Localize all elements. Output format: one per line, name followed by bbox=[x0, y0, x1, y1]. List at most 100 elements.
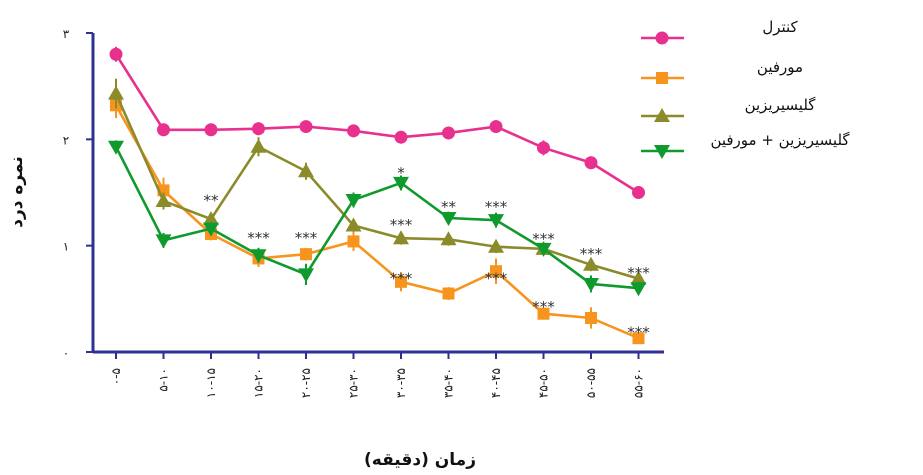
x-tick-label: ۰-۵ bbox=[109, 368, 123, 385]
y-tick-label: ۲ bbox=[63, 133, 69, 147]
series-line bbox=[114, 53, 640, 194]
data-point bbox=[299, 120, 313, 134]
y-tick-label: ۱ bbox=[63, 240, 69, 254]
x-tick-label: ۳۵-۴۰ bbox=[442, 368, 456, 398]
series-layer bbox=[108, 46, 647, 345]
significance-label: *** bbox=[390, 216, 413, 234]
data-point bbox=[630, 282, 647, 297]
data-point bbox=[537, 307, 550, 320]
data-point bbox=[298, 163, 314, 178]
series-line bbox=[114, 104, 640, 340]
legend: کنترل مورفین گلیسیریزین گلیسیریزین + مورفین bbox=[641, 18, 850, 159]
axes bbox=[91, 33, 664, 354]
data-point bbox=[250, 249, 267, 264]
legend-swatch-marker bbox=[654, 145, 670, 159]
significance-label: *** bbox=[485, 198, 508, 216]
significance-label: *** bbox=[295, 229, 318, 247]
legend-label: گلیسیریزین bbox=[745, 96, 817, 114]
legend-item: کنترل bbox=[641, 18, 799, 45]
significance-label: *** bbox=[627, 264, 650, 282]
data-point bbox=[584, 156, 598, 170]
x-tick-label: ۵۵-۶۰ bbox=[632, 368, 646, 398]
legend-label: مورفین bbox=[757, 58, 803, 76]
data-point bbox=[440, 212, 457, 227]
significance-label: *** bbox=[485, 269, 508, 287]
legend-swatch-marker bbox=[654, 108, 670, 122]
data-point bbox=[632, 186, 645, 199]
data-point bbox=[442, 126, 455, 140]
data-point bbox=[155, 234, 172, 249]
significance-label: *** bbox=[580, 245, 603, 263]
legend-label: گلیسیریزین + مورفین bbox=[710, 131, 850, 149]
data-point bbox=[250, 138, 267, 153]
data-point bbox=[155, 193, 172, 208]
data-point bbox=[393, 230, 409, 245]
data-point bbox=[393, 176, 409, 191]
significance-label: *** bbox=[247, 229, 270, 247]
y-ticks: ۰ ۱ ۲ ۳ bbox=[63, 27, 93, 360]
legend-item: گلیسیریزین bbox=[641, 96, 816, 122]
series-line bbox=[114, 93, 639, 280]
significance-label: *** bbox=[390, 269, 413, 287]
data-point bbox=[108, 140, 124, 155]
significance-annotations: *** ****** ******************** ********* bbox=[204, 164, 651, 342]
data-point bbox=[490, 265, 502, 278]
data-point bbox=[394, 130, 408, 144]
legend-label: کنترل bbox=[762, 18, 798, 36]
data-point bbox=[583, 256, 599, 271]
data-point bbox=[300, 248, 312, 261]
data-point bbox=[585, 311, 597, 324]
x-tick-label: ۵۰-۵۵ bbox=[584, 368, 598, 398]
significance-label: ** bbox=[204, 192, 220, 210]
x-tick-label: ۴۵-۵۰ bbox=[537, 368, 551, 398]
data-point bbox=[204, 123, 218, 137]
legend-swatch-marker bbox=[655, 31, 669, 45]
series-2 bbox=[108, 78, 647, 285]
data-point bbox=[347, 235, 360, 248]
data-point bbox=[298, 268, 314, 283]
series-3 bbox=[108, 140, 647, 297]
x-axis-title: زمان (دقیقه) bbox=[364, 450, 476, 470]
x-tick-label: ۳۰-۳۵ bbox=[394, 368, 408, 398]
data-point bbox=[108, 85, 124, 100]
data-point bbox=[537, 141, 550, 155]
x-tick-label: ۵-۱۰ bbox=[157, 368, 171, 392]
series-0 bbox=[109, 46, 645, 199]
data-point bbox=[347, 124, 360, 138]
x-tick-label: ۱۵-۲۰ bbox=[252, 368, 266, 398]
significance-label: ** bbox=[441, 198, 457, 216]
data-point bbox=[203, 222, 219, 237]
data-point bbox=[442, 287, 455, 300]
legend-swatch-marker bbox=[656, 72, 668, 84]
data-point bbox=[345, 193, 362, 208]
data-point bbox=[583, 277, 599, 292]
data-point bbox=[488, 238, 504, 253]
legend-item: گلیسیریزین + مورفین bbox=[641, 131, 850, 159]
data-point bbox=[395, 275, 407, 288]
legend-item: مورفین bbox=[641, 58, 803, 84]
y-tick-label: ۰ bbox=[63, 346, 69, 360]
series-line bbox=[114, 146, 639, 290]
y-axis-title: نمره درد bbox=[7, 156, 27, 228]
data-point bbox=[488, 214, 504, 229]
data-point bbox=[535, 242, 552, 257]
x-tick-label: ۲۰-۲۵ bbox=[299, 368, 313, 398]
y-tick-label: ۳ bbox=[63, 27, 70, 41]
data-point bbox=[109, 47, 123, 61]
data-point bbox=[489, 120, 503, 134]
data-point bbox=[345, 217, 362, 232]
data-point bbox=[252, 122, 265, 136]
significance-label: *** bbox=[532, 298, 555, 316]
x-tick-label: ۲۵-۳۰ bbox=[347, 368, 361, 398]
x-ticks: ۰-۵ ۵-۱۰ ۱۰-۱۵ ۱۵-۲۰ ۲۰-۲۵ ۲۵-۳۰ ۳۰-۳۵ ۳۵-۴۰ ۴۰-… bbox=[109, 352, 646, 398]
data-point bbox=[440, 231, 457, 246]
x-tick-label: ۱۰-۱۵ bbox=[204, 368, 218, 398]
data-point bbox=[157, 123, 170, 137]
data-point bbox=[203, 211, 219, 226]
data-point bbox=[630, 270, 647, 285]
significance-label: *** bbox=[532, 230, 555, 248]
x-tick-label: ۴۰-۴۵ bbox=[489, 368, 503, 398]
significance-label: * bbox=[397, 164, 405, 182]
data-point bbox=[632, 332, 645, 345]
